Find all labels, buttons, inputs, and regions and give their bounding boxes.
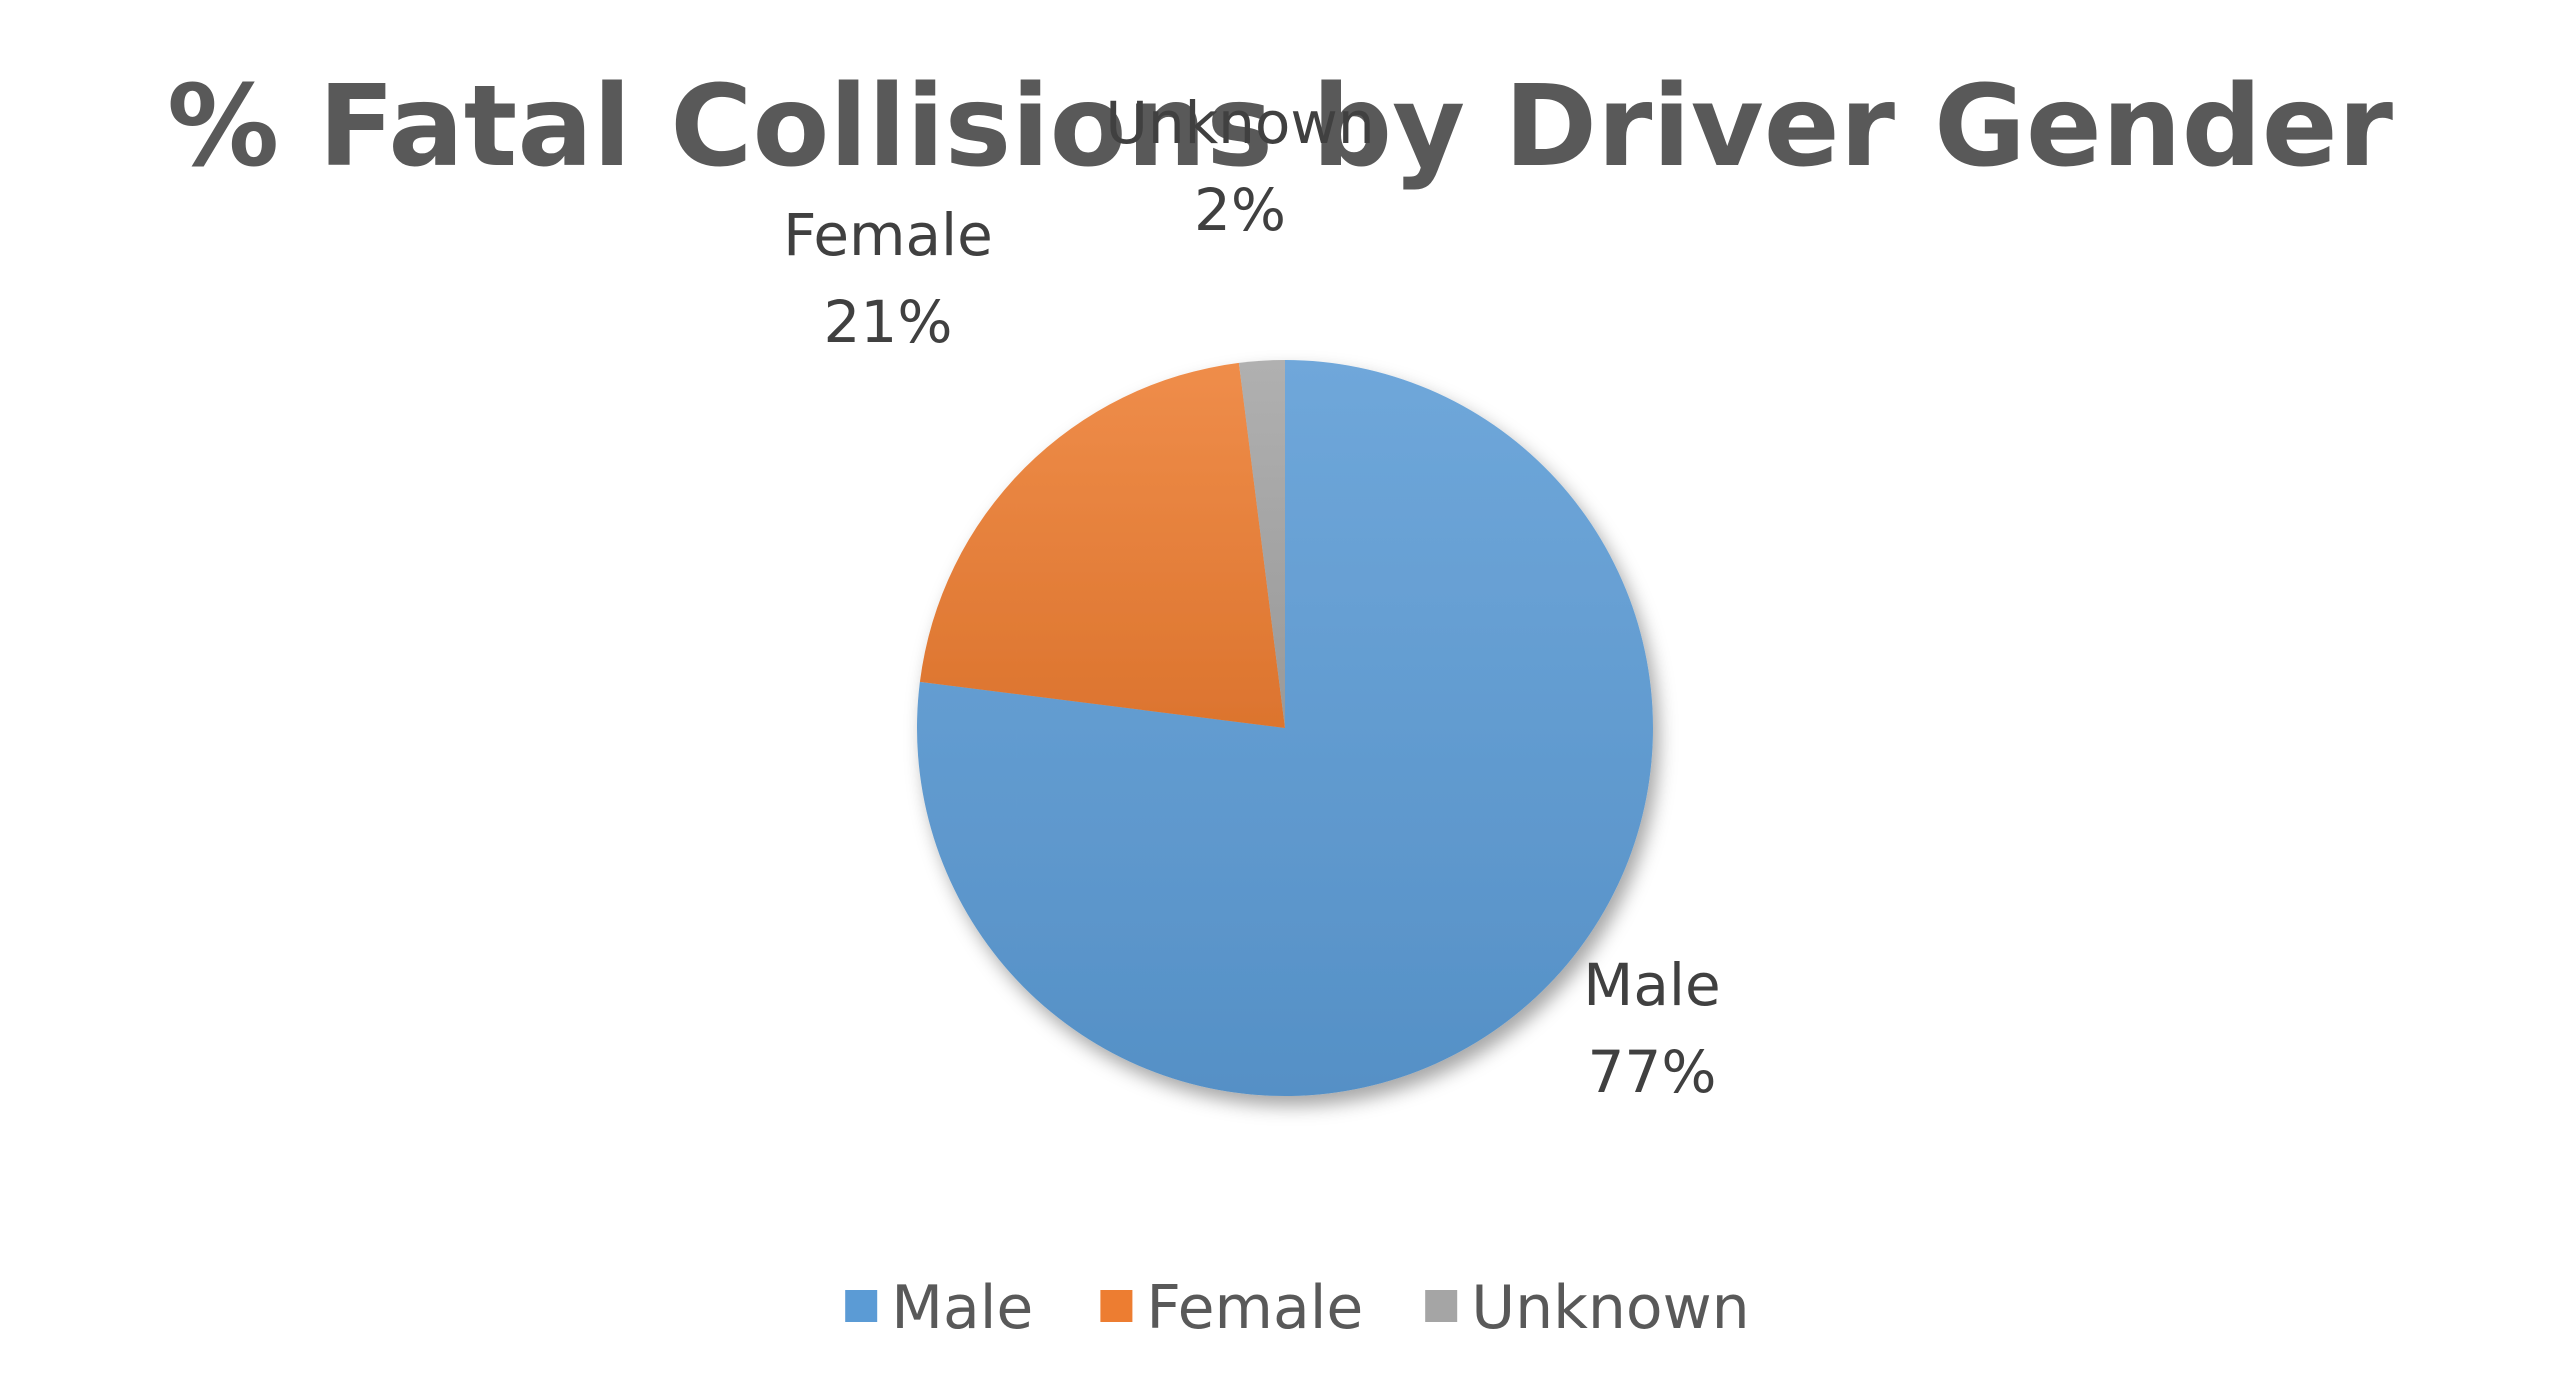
- legend-swatch-unknown: [1425, 1290, 1458, 1322]
- pie-slice-female: [919, 362, 1285, 728]
- pie-slice-unknown: [1238, 360, 1285, 728]
- data-label-category-female: Female: [783, 201, 993, 269]
- pie-slice-male: [916, 360, 1653, 1096]
- data-label-value-unknown: 2%: [1194, 176, 1286, 244]
- data-label-value-female: 21%: [824, 288, 953, 356]
- legend-swatch-male: [845, 1290, 878, 1322]
- pie-slices: [916, 360, 1653, 1096]
- data-label-category-unknown: Unknown: [1105, 89, 1374, 157]
- data-label-category-male: Male: [1583, 951, 1720, 1019]
- data-label-value-male: 77%: [1588, 1038, 1717, 1106]
- legend-label-unknown: Unknown: [1471, 1273, 1750, 1343]
- pie-body: [916, 360, 1653, 1096]
- chart-title: % Fatal Collisions by Driver Gender: [167, 62, 2393, 192]
- pie-data-labels: Male 77% Female 21% Unknown 2%: [783, 89, 1721, 1106]
- legend: Male Female Unknown: [845, 1273, 1750, 1343]
- legend-label-male: Male: [891, 1273, 1033, 1343]
- legend-swatch-female: [1100, 1290, 1133, 1322]
- legend-label-female: Female: [1146, 1273, 1363, 1343]
